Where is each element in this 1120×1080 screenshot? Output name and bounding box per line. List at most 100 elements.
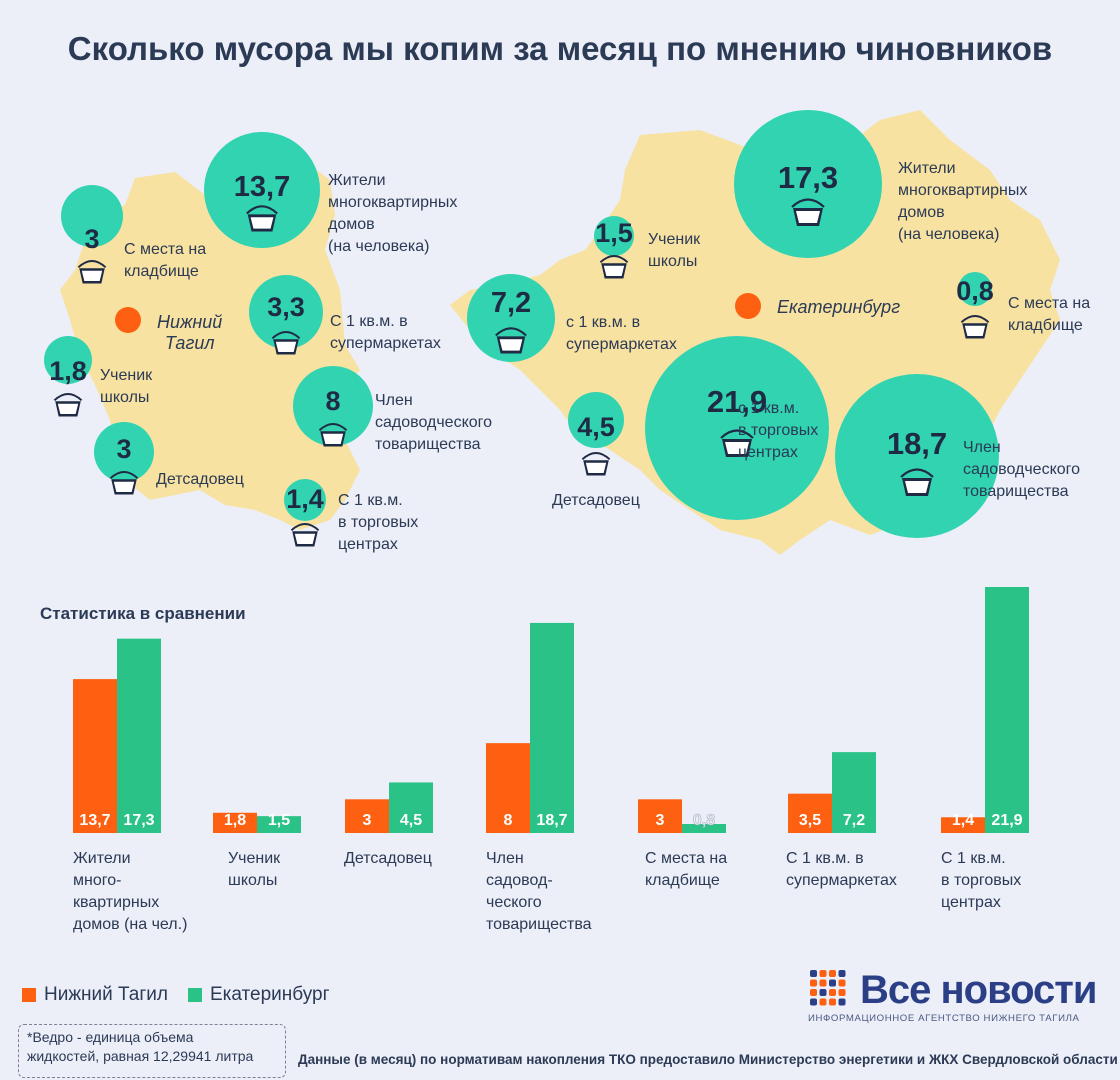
bubble-label: Жители многоквартирных домов (на человека) [328, 170, 457, 258]
bubble-label-line: Ученик [100, 367, 153, 384]
bubble-label-line: Член [963, 439, 1001, 456]
bubble-label-line: С места на [124, 241, 207, 258]
bubble-circle [467, 274, 555, 362]
category-label-line: много- [73, 872, 122, 889]
logo-dot [838, 979, 846, 987]
bucket-icon [246, 205, 278, 232]
bucket-icon [791, 198, 825, 226]
bubble: 4,5 [568, 392, 624, 476]
bubble: 1,8 [44, 336, 92, 417]
bar-ekb [257, 816, 301, 833]
logo-dot [810, 970, 817, 977]
ekaterinburg-city-label: Екатеринбург [777, 297, 901, 317]
logo-subtitle: ИНФОРМАЦИОННОЕ АГЕНТСТВО НИЖНЕГО ТАГИЛА [808, 1013, 1080, 1024]
bubble-label: Детсадовец [552, 490, 640, 512]
city-label-line: Тагил [164, 333, 215, 353]
bubble-circle [645, 336, 829, 520]
bucket-icon [720, 429, 754, 457]
bubble-value: 21,9 [707, 384, 767, 419]
bubble-circle [293, 366, 373, 446]
bar-nt [213, 812, 257, 833]
bubble-circle [284, 479, 326, 521]
bar-nt [638, 799, 682, 833]
bubble-value: 1,4 [286, 484, 324, 514]
bubble: 18,7 [835, 374, 999, 538]
category-label-line: центрах [941, 894, 1001, 911]
logo-dot [829, 970, 836, 977]
bar-ekb [117, 638, 161, 833]
bar-ekb [389, 782, 433, 833]
bubble-circle [44, 336, 92, 384]
logo-dot [838, 989, 846, 996]
bubble-value: 0,8 [956, 276, 994, 306]
bucket-icon [77, 260, 107, 284]
bubble: 8 [293, 366, 373, 447]
category-label-line: товарищества [486, 916, 592, 933]
logo-dot [810, 979, 817, 987]
category-label: Член садовод-ческого товарищества [486, 848, 592, 936]
bubble-label-line: школы [100, 389, 150, 406]
bar-value-label: 17,3 [123, 812, 154, 829]
bubble-label-line: многоквартирных [898, 182, 1028, 199]
logo-dot [829, 998, 836, 1006]
bubble-value: 8 [325, 386, 340, 416]
bubble-label-line: центрах [738, 444, 798, 461]
bar-value-label: 3 [363, 812, 372, 829]
logo-dot [819, 989, 827, 996]
bubble-label-line: С 1 кв.м. в [330, 313, 408, 330]
bar-nt [941, 817, 985, 833]
bubble-label: Член садоводческого товарищества [963, 437, 1080, 503]
logo-dot [819, 970, 827, 977]
category-label-line: кладбище [645, 872, 720, 889]
category-label: С 1 кв.м. в торговых центрах [941, 848, 1021, 914]
category-label-line: домов (на чел.) [73, 916, 188, 933]
bubble-label-line: С места на [1008, 295, 1091, 312]
category-label-line: Член [486, 850, 524, 867]
bar-ekb [832, 752, 876, 833]
bucket-icon [271, 331, 301, 355]
logo-dot [819, 998, 827, 1006]
category-label-line: школы [228, 872, 278, 889]
bubble-circle [568, 392, 624, 448]
bucket-icon [599, 255, 629, 279]
bubble: 1,4 [284, 479, 326, 547]
bubble-circle [94, 422, 154, 482]
source-note: Данные (в месяц) по нормативам накоплени… [298, 1052, 1118, 1067]
bubble-label: с 1 кв.м. в супермаркетах [566, 312, 677, 356]
bucket-icon [109, 471, 139, 495]
bubble: 13,7 [204, 132, 320, 248]
category-label-line: садовод- [486, 872, 553, 889]
bubble: 3,3 [249, 275, 323, 355]
bubble-label: С 1 кв.м. в торговых центрах [338, 490, 418, 556]
logo-dot [810, 989, 817, 996]
bubble-label-line: центрах [338, 536, 398, 553]
bubble-circle [835, 374, 999, 538]
bubble-label-line: многоквартирных [328, 194, 458, 211]
category-label: С места на кладбище [645, 848, 727, 892]
category-label: Детсадовец [344, 848, 432, 870]
bubble-value: 18,7 [887, 426, 947, 461]
bubble-value: 4,5 [577, 412, 615, 442]
footnote-line: *Ведро - единица объема [27, 1029, 194, 1045]
bubble-circle [734, 110, 882, 258]
category-label-line: Детсадовец [344, 850, 432, 867]
legend: Нижний Тагил Екатеринбург [22, 984, 350, 1006]
bubble: 3 [61, 185, 123, 284]
logo[interactable]: Все новости ИНФОРМАЦИОННОЕ АГЕНТСТВО НИЖ… [808, 966, 1098, 1028]
logo-dot [838, 998, 846, 1006]
bar-nt [788, 793, 832, 833]
bar-ekb [985, 587, 1029, 833]
bar-ekb [530, 622, 574, 833]
bucket-icon [495, 327, 527, 354]
bucket-icon [900, 468, 934, 496]
category-label-line: С 1 кв.м. в [786, 850, 864, 867]
category-label: Жители много-квартирных домов (на чел.) [73, 848, 187, 936]
bucket-icon [581, 452, 611, 476]
bubble-label-line: супермаркетах [566, 336, 677, 353]
bar-value-label: 4,5 [400, 812, 422, 829]
legend-item-nt: Нижний Тагил [22, 984, 168, 1006]
bar-ekb [682, 824, 726, 833]
bubble-value: 17,3 [778, 160, 838, 195]
bubble-label-line: кладбище [1008, 317, 1083, 334]
bubble-label-line: (на человека) [898, 226, 1000, 243]
